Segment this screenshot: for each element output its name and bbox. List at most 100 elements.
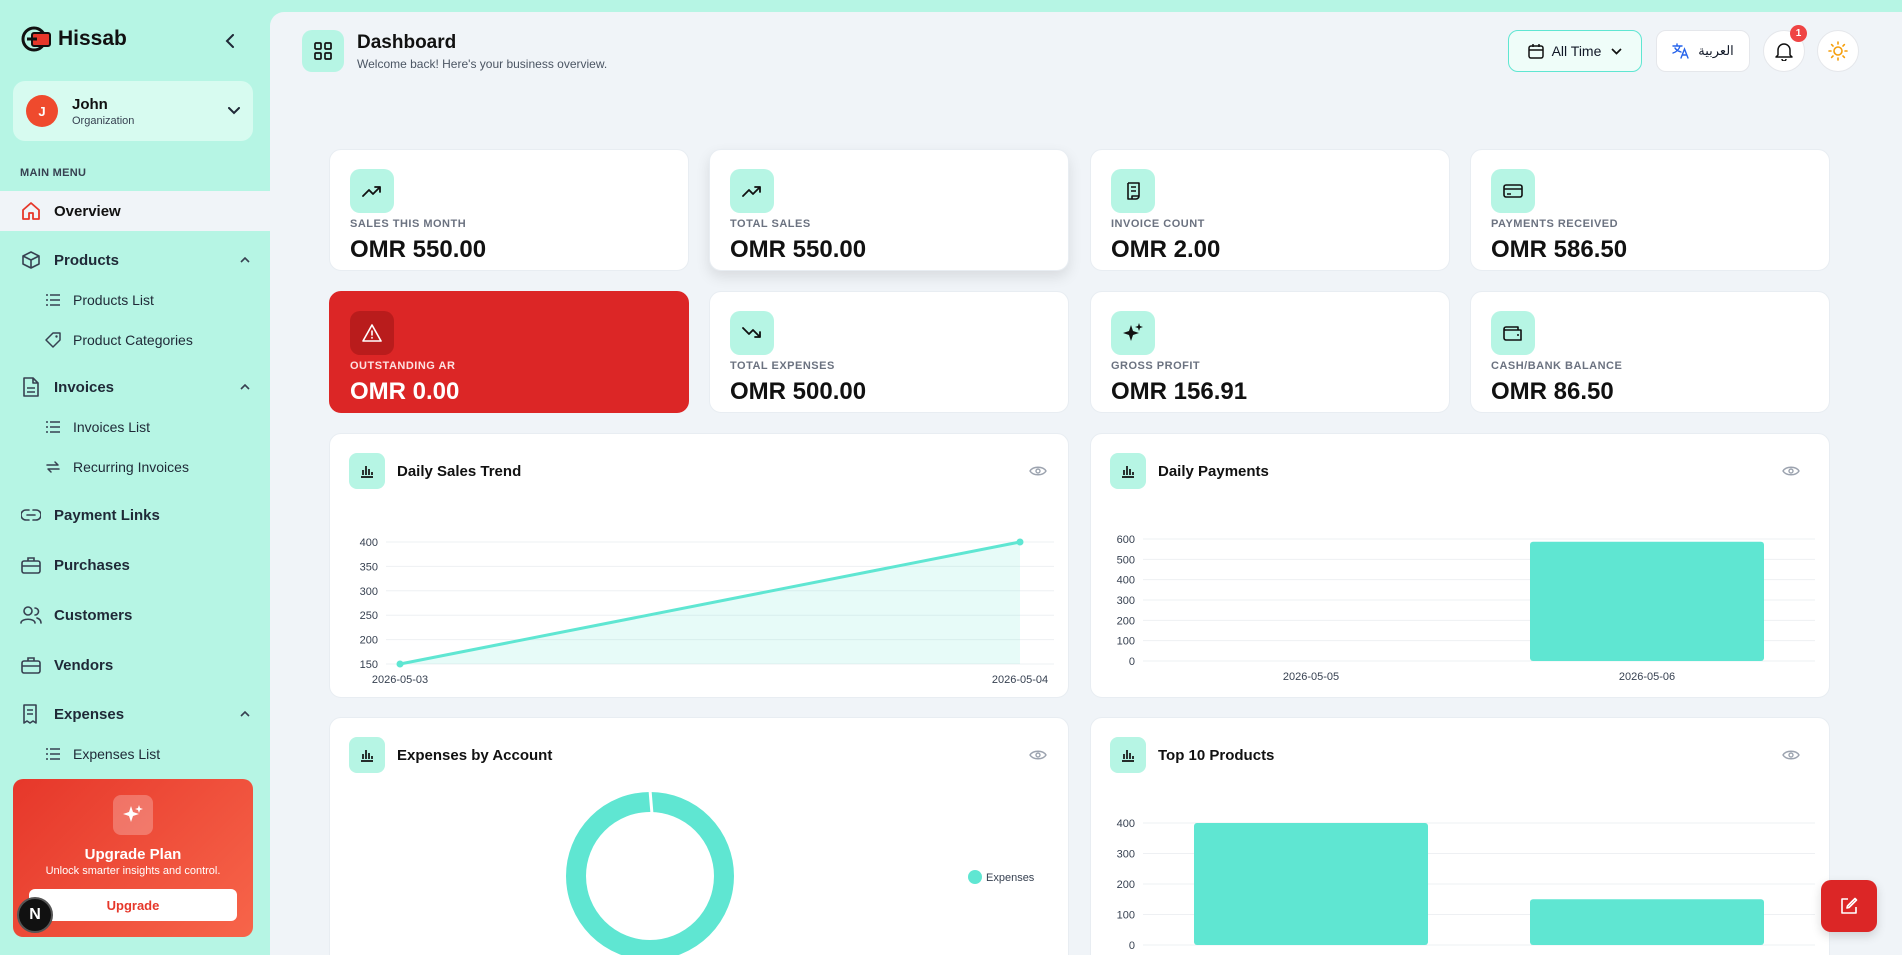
stat-label: SALES THIS MONTH bbox=[350, 218, 467, 230]
stat-value: OMR 156.91 bbox=[1111, 378, 1248, 405]
sidebar-item-expenses[interactable]: Expenses bbox=[0, 694, 270, 734]
stat-label: TOTAL EXPENSES bbox=[730, 360, 835, 372]
sun-icon bbox=[1828, 41, 1848, 61]
edit-icon bbox=[1841, 897, 1858, 914]
pie-slice bbox=[566, 792, 734, 955]
main-menu-label: MAIN MENU bbox=[20, 167, 87, 179]
y-tick-label: 400 bbox=[1117, 818, 1135, 830]
stat-card-cash-bank-balance[interactable]: CASH/BANK BALANCE OMR 86.50 bbox=[1470, 291, 1830, 413]
sidebar-item-payment-links[interactable]: Payment Links bbox=[0, 495, 270, 535]
sidebar-item-recurring-invoices[interactable]: Recurring Invoices bbox=[0, 450, 270, 484]
sidebar-item-invoices[interactable]: Invoices bbox=[0, 367, 270, 407]
eye-icon[interactable] bbox=[1029, 463, 1047, 479]
sidebar-item-label: Expenses bbox=[54, 705, 125, 723]
sidebar-item-purchases[interactable]: Purchases bbox=[0, 545, 270, 585]
y-tick-label: 250 bbox=[360, 610, 378, 622]
stat-value: OMR 0.00 bbox=[350, 378, 460, 405]
quick-create-button[interactable] bbox=[1821, 880, 1877, 932]
theme-toggle-button[interactable] bbox=[1817, 30, 1859, 72]
sidebar-item-label: Invoices List bbox=[73, 419, 151, 435]
receipt-icon bbox=[20, 703, 42, 725]
data-point bbox=[1016, 538, 1024, 546]
bar bbox=[1530, 541, 1764, 661]
bar-chart-icon bbox=[349, 737, 385, 773]
bell-icon bbox=[1775, 43, 1793, 61]
stat-card-outstanding-ar[interactable]: OUTSTANDING AR OMR 0.00 bbox=[329, 291, 689, 413]
app-logo[interactable]: Hissab bbox=[20, 24, 127, 54]
sidebar-item-overview[interactable]: Overview bbox=[0, 191, 270, 231]
stat-card-gross-profit[interactable]: GROSS PROFIT OMR 156.91 bbox=[1090, 291, 1450, 413]
sidebar-item-product-categories[interactable]: Product Categories bbox=[0, 323, 270, 357]
y-tick-label: 0 bbox=[1129, 940, 1135, 952]
y-tick-label: 300 bbox=[1117, 595, 1135, 607]
users-icon bbox=[20, 604, 42, 626]
language-toggle-button[interactable]: العربية bbox=[1656, 30, 1750, 72]
sidebar: Hissab J John Organization MAIN MENU Ove… bbox=[0, 0, 270, 955]
organization-switcher[interactable]: J John Organization bbox=[13, 81, 253, 141]
wallet-icon bbox=[1491, 311, 1535, 355]
link-icon bbox=[20, 504, 42, 526]
logo-icon bbox=[20, 24, 54, 54]
stat-value: OMR 550.00 bbox=[350, 236, 487, 263]
sidebar-item-vendors[interactable]: Vendors bbox=[0, 645, 270, 685]
sidebar-item-customers[interactable]: Customers bbox=[0, 595, 270, 635]
dev-tools-badge[interactable]: N bbox=[17, 897, 53, 933]
sidebar-item-products-list[interactable]: Products List bbox=[0, 283, 270, 317]
chart-title: Daily Payments bbox=[1158, 463, 1269, 480]
stat-value: OMR 586.50 bbox=[1491, 236, 1628, 263]
top-10-products-chart: 0100200300400Office ChairConsulting Hour bbox=[1117, 818, 1815, 952]
y-tick-label: 350 bbox=[360, 561, 378, 573]
daily-payments-chart: 0 100 200 300 400 500 600 2026-05-05 2026-05-06 bbox=[1117, 534, 1815, 683]
org-name: John bbox=[72, 95, 108, 113]
stat-label: GROSS PROFIT bbox=[1111, 360, 1201, 372]
page-title: Dashboard bbox=[357, 32, 457, 53]
stat-card-payments-received[interactable]: PAYMENTS RECEIVED OMR 586.50 bbox=[1470, 149, 1830, 271]
y-tick-label: 300 bbox=[360, 586, 378, 598]
sidebar-item-label: Vendors bbox=[54, 656, 114, 674]
stat-card-total-expenses[interactable]: TOTAL EXPENSES OMR 500.00 bbox=[709, 291, 1069, 413]
eye-icon[interactable] bbox=[1029, 747, 1047, 763]
upgrade-title: Upgrade Plan bbox=[84, 846, 182, 863]
upgrade-plan-card: Upgrade Plan Unlock smarter insights and… bbox=[13, 779, 253, 937]
sidebar-item-invoices-list[interactable]: Invoices List bbox=[0, 410, 270, 444]
warning-icon bbox=[350, 311, 394, 355]
eye-icon[interactable] bbox=[1782, 747, 1800, 763]
sidebar-item-label: Overview bbox=[54, 202, 121, 220]
list-icon bbox=[45, 419, 61, 435]
eye-icon[interactable] bbox=[1782, 463, 1800, 479]
chevron-down-icon bbox=[1611, 47, 1622, 55]
stat-card-sales-this-month[interactable]: SALES THIS MONTH OMR 550.00 bbox=[329, 149, 689, 271]
stat-card-total-sales[interactable]: TOTAL SALES OMR 550.00 bbox=[709, 149, 1069, 271]
sidebar-item-expenses-list[interactable]: Expenses List bbox=[0, 737, 270, 771]
stat-label: OUTSTANDING AR bbox=[350, 360, 456, 372]
language-label: العربية bbox=[1698, 43, 1734, 58]
stat-card-invoice-count[interactable]: INVOICE COUNT OMR 2.00 bbox=[1090, 149, 1450, 271]
chart-title: Top 10 Products bbox=[1158, 747, 1275, 764]
legend-label: Expenses bbox=[986, 872, 1035, 884]
chart-card-top-10-products: Top 10 Products 0100200300400Office Chai… bbox=[1090, 717, 1830, 955]
x-tick-label: 2026-05-05 bbox=[1283, 671, 1339, 683]
x-tick-label: 2026-05-06 bbox=[1619, 671, 1675, 683]
series-line bbox=[399, 540, 1021, 666]
stat-label: CASH/BANK BALANCE bbox=[1491, 360, 1623, 372]
y-tick-label: 200 bbox=[360, 635, 378, 647]
upgrade-button[interactable]: Upgrade bbox=[29, 889, 237, 921]
notifications-button[interactable]: 1 bbox=[1763, 25, 1807, 72]
stat-value: OMR 550.00 bbox=[730, 236, 867, 263]
list-icon bbox=[45, 746, 61, 762]
sidebar-item-products[interactable]: Products bbox=[0, 240, 270, 280]
x-tick-label: 2026-05-04 bbox=[992, 674, 1048, 686]
collapse-sidebar-button[interactable] bbox=[220, 30, 240, 52]
period-filter-label: All Time bbox=[1551, 43, 1602, 59]
dashboard-grid-icon bbox=[302, 30, 344, 72]
bar-chart-icon bbox=[1110, 737, 1146, 773]
period-filter-dropdown[interactable]: All Time bbox=[1508, 30, 1642, 72]
chevron-up-icon bbox=[240, 384, 250, 390]
sidebar-item-label: Purchases bbox=[54, 556, 130, 574]
y-tick-label: 150 bbox=[360, 659, 378, 671]
list-icon bbox=[45, 292, 61, 308]
slice-gap bbox=[648, 789, 654, 815]
chevron-left-icon bbox=[225, 34, 234, 48]
bar bbox=[1194, 823, 1428, 945]
sidebar-item-label: Recurring Invoices bbox=[73, 459, 189, 475]
